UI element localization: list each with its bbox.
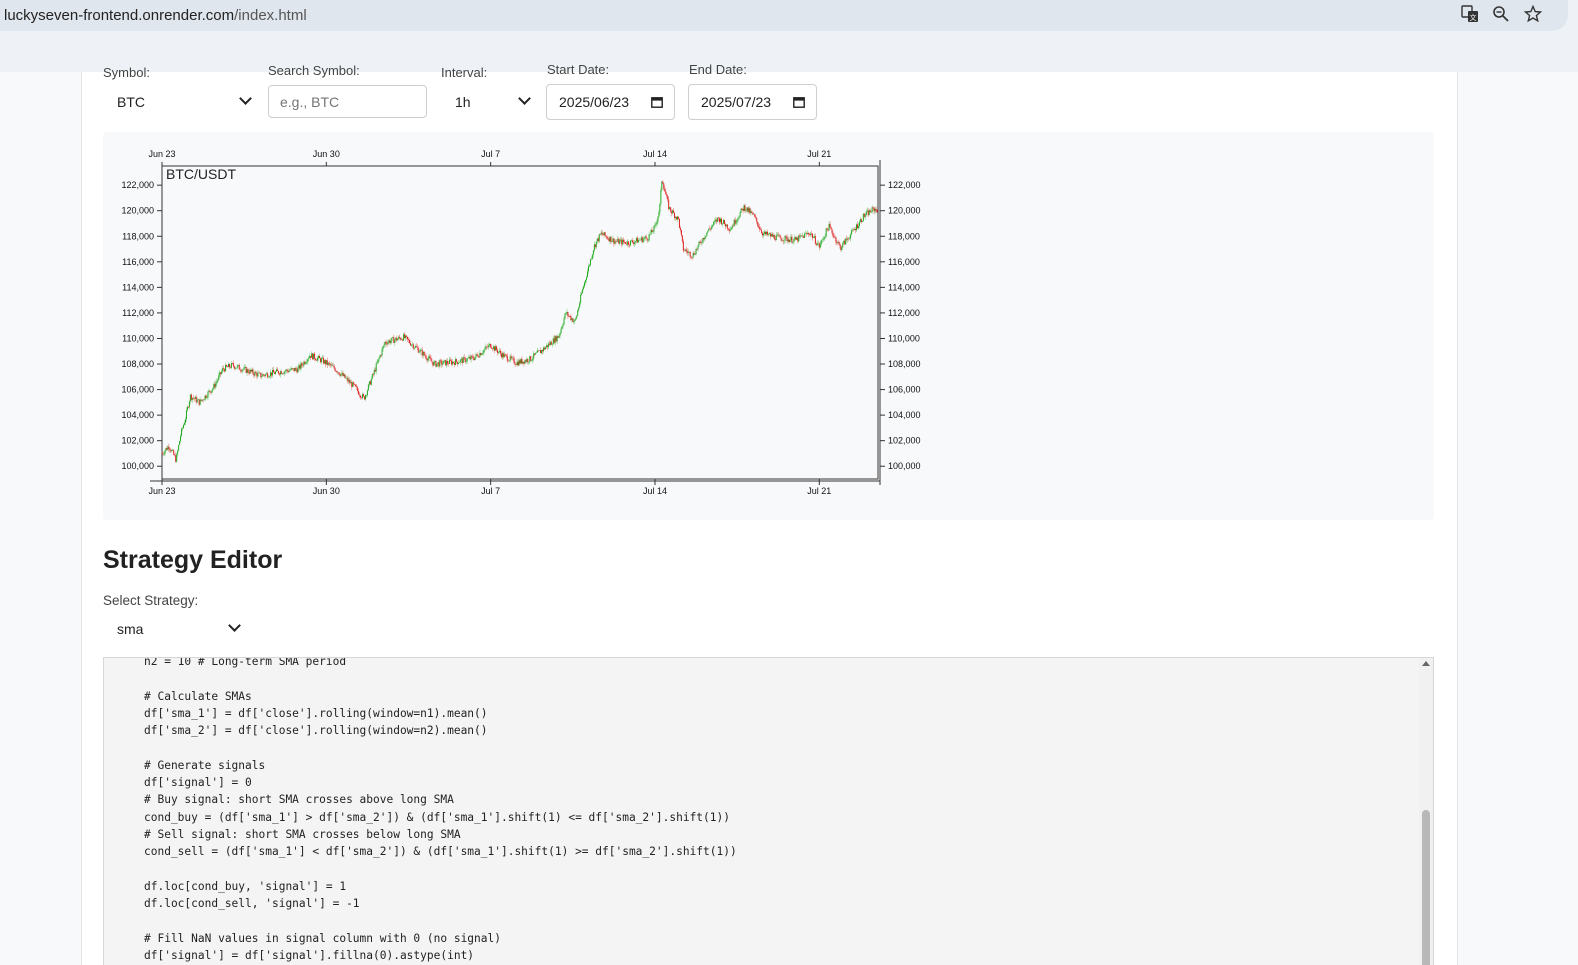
price-chart-container: Jun 23 Jun 23 Jun 30 Jun 30 Jul 7 Jul 7 Jul 14… (103, 132, 1434, 520)
svg-text:文: 文 (1470, 13, 1477, 22)
strategy-editor-heading: Strategy Editor (103, 546, 283, 574)
y-tick-label-left: 118,000 (122, 231, 154, 241)
code-line[interactable]: df['sma_2'] = df['close'].rolling(window… (144, 724, 488, 738)
browser-toolbar: luckyseven-frontend.onrender.com/index.h… (0, 0, 1578, 72)
code-line[interactable]: # Fill NaN values in signal column with … (144, 931, 501, 945)
y-tick-label-left: 116,000 (122, 257, 154, 267)
code-line[interactable]: # Calculate SMAs (144, 689, 252, 703)
search-input[interactable] (268, 85, 427, 118)
y-tick-label-left: 102,000 (121, 436, 154, 446)
code-line[interactable] (144, 739, 737, 756)
y-tick-label-left: 108,000 (121, 359, 154, 369)
end-date-input[interactable]: 2025/07/23 (688, 84, 817, 120)
y-tick-label-right: 118,000 (888, 231, 920, 241)
code-line[interactable]: # Generate signals (144, 758, 266, 772)
chevron-down-icon (518, 92, 531, 105)
zoom-icon[interactable] (1490, 5, 1512, 25)
code-line[interactable]: df.loc[cond_buy, 'signal'] = 1 (144, 879, 347, 893)
interval-label: Interval: (441, 65, 488, 80)
code-line[interactable]: cond_buy = (df['sma_1'] > df['sma_2']) &… (144, 810, 730, 824)
y-tick-label-left: 104,000 (121, 410, 154, 420)
y-tick-label-left: 106,000 (121, 385, 154, 395)
code-line[interactable] (144, 670, 737, 687)
x-tick-label-top: Jul 21 (807, 149, 831, 159)
x-tick-label-top: Jun 30 (313, 149, 340, 159)
interval-select[interactable]: 1h (441, 86, 533, 116)
x-tick-label-bottom: Jul 14 (643, 486, 667, 496)
y-tick-label-right: 122,000 (888, 180, 921, 190)
y-tick-label-right: 120,000 (888, 206, 921, 216)
url-text[interactable]: luckyseven-frontend.onrender.com/index.h… (4, 7, 307, 24)
address-bar[interactable]: luckyseven-frontend.onrender.com/index.h… (0, 0, 1568, 31)
x-tick-label-bottom: Jun 30 (313, 486, 340, 496)
y-tick-label-left: 114,000 (122, 282, 154, 292)
code-line[interactable]: # Buy signal: short SMA crosses above lo… (144, 793, 454, 807)
code-content[interactable]: n2 = 10 # Long-term SMA period # Calcula… (144, 657, 737, 964)
y-tick-label-left: 112,000 (122, 308, 154, 318)
code-editor[interactable]: n2 = 10 # Long-term SMA period # Calcula… (103, 657, 1434, 965)
code-line[interactable]: df.loc[cond_sell, 'signal'] = -1 (144, 897, 360, 911)
x-tick-label-bottom: Jul 7 (481, 486, 500, 496)
code-line[interactable]: # Sell signal: short SMA crosses below l… (144, 827, 461, 841)
x-tick-label-bottom: Jun 23 (148, 486, 175, 496)
calendar-icon[interactable] (651, 96, 663, 108)
x-tick-label-bottom: Jul 21 (807, 486, 831, 496)
scrollbar-thumb[interactable] (1422, 810, 1430, 965)
start-date-input[interactable]: 2025/06/23 (546, 84, 675, 120)
y-tick-label-right: 106,000 (888, 385, 921, 395)
end-date-label: End Date: (689, 62, 747, 77)
search-label: Search Symbol: (268, 63, 360, 78)
symbol-select[interactable]: BTC (103, 86, 255, 116)
y-tick-label-right: 116,000 (888, 257, 920, 267)
y-tick-label-right: 108,000 (888, 359, 921, 369)
y-tick-label-right: 104,000 (888, 410, 921, 420)
price-chart[interactable]: Jun 23 Jun 23 Jun 30 Jun 30 Jul 7 Jul 7 Jul 14… (103, 132, 1434, 520)
chart-title: BTC/USDT (166, 166, 236, 182)
code-line[interactable]: df['sma_1'] = df['close'].rolling(window… (144, 706, 488, 720)
y-tick-label-left: 120,000 (121, 206, 154, 216)
y-tick-label-right: 110,000 (888, 333, 920, 343)
plot-frame (161, 165, 879, 480)
translate-icon[interactable]: 文 (1459, 5, 1481, 25)
scroll-up-arrow-icon[interactable] (1422, 661, 1430, 666)
x-tick-label-top: Jul 7 (481, 149, 500, 159)
strategy-select-value: sma (117, 621, 144, 637)
chevron-down-icon (239, 92, 252, 105)
start-date-value: 2025/06/23 (559, 94, 630, 110)
code-line[interactable] (144, 912, 737, 929)
strategy-select[interactable]: sma (103, 613, 243, 643)
url-path: /index.html (234, 7, 307, 24)
x-tick-label-top: Jul 14 (643, 149, 667, 159)
candles (161, 180, 878, 463)
y-tick-label-right: 114,000 (888, 282, 920, 292)
code-line[interactable]: df['signal'] = df['signal'].fillna(0).as… (144, 949, 475, 963)
code-line[interactable]: df['signal'] = 0 (144, 776, 252, 790)
y-tick-label-left: 122,000 (121, 180, 154, 190)
y-tick-label-right: 102,000 (888, 436, 921, 446)
code-line[interactable]: cond_sell = (df['sma_1'] < df['sma_2']) … (144, 845, 737, 859)
symbol-label: Symbol: (103, 65, 150, 80)
code-line[interactable] (144, 861, 737, 878)
y-tick-label-left: 110,000 (122, 333, 154, 343)
interval-select-value: 1h (455, 94, 471, 110)
editor-scrollbar[interactable] (1419, 658, 1433, 965)
y-tick-label-right: 100,000 (888, 461, 921, 471)
end-date-value: 2025/07/23 (701, 94, 772, 110)
x-tick-label-top: Jun 23 (148, 149, 175, 159)
select-strategy-label: Select Strategy: (103, 593, 199, 608)
y-tick-label-left: 100,000 (121, 461, 154, 471)
bookmark-star-icon[interactable] (1522, 4, 1544, 25)
code-line[interactable]: n2 = 10 # Long-term SMA period (144, 657, 347, 668)
start-date-label: Start Date: (547, 62, 610, 77)
y-tick-label-right: 112,000 (888, 308, 920, 318)
chevron-down-icon (228, 619, 241, 632)
calendar-icon[interactable] (793, 96, 805, 108)
symbol-select-value: BTC (117, 94, 145, 110)
url-host: luckyseven-frontend.onrender.com (4, 7, 235, 24)
